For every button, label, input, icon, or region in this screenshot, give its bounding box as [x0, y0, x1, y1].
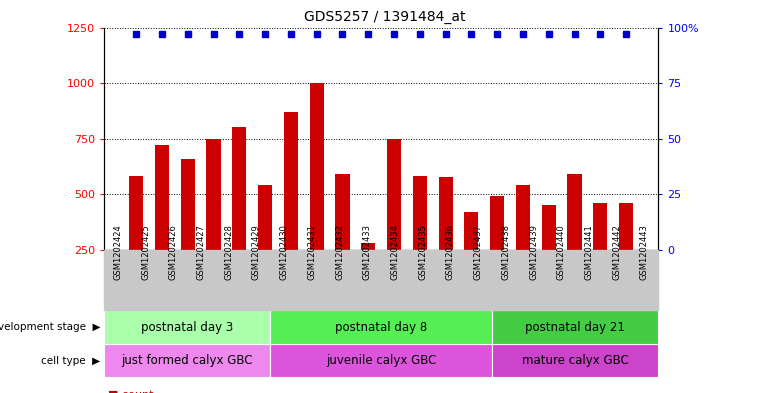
Bar [464, 212, 478, 305]
Text: GSM1202429: GSM1202429 [252, 224, 261, 280]
Text: GSM1202431: GSM1202431 [307, 224, 316, 280]
Bar [413, 176, 427, 305]
Text: ■ count: ■ count [108, 390, 153, 393]
Bar [233, 127, 246, 305]
Text: mature calyx GBC: mature calyx GBC [522, 354, 628, 367]
Text: just formed calyx GBC: just formed calyx GBC [122, 354, 253, 367]
Text: GSM1202430: GSM1202430 [280, 224, 289, 280]
Text: GSM1202432: GSM1202432 [335, 224, 344, 280]
Bar [206, 139, 221, 305]
Bar [387, 139, 401, 305]
Text: postnatal day 8: postnatal day 8 [335, 321, 427, 334]
Bar [361, 243, 375, 305]
Text: postnatal day 3: postnatal day 3 [141, 321, 233, 334]
Text: GDS5257 / 1391484_at: GDS5257 / 1391484_at [304, 10, 466, 24]
Bar [516, 185, 530, 305]
Text: GSM1202438: GSM1202438 [501, 224, 511, 280]
Bar [541, 205, 556, 305]
Bar [104, 344, 270, 377]
Text: GSM1202426: GSM1202426 [169, 224, 178, 280]
Bar [181, 158, 195, 305]
Bar [270, 344, 492, 377]
Bar [104, 310, 270, 344]
Text: GSM1202443: GSM1202443 [640, 224, 649, 280]
Text: GSM1202440: GSM1202440 [557, 224, 566, 280]
Text: GSM1202434: GSM1202434 [390, 224, 400, 280]
Bar [310, 83, 324, 305]
Bar [284, 112, 298, 305]
Text: GSM1202441: GSM1202441 [584, 224, 594, 280]
Text: GSM1202427: GSM1202427 [196, 224, 206, 280]
Bar [258, 185, 273, 305]
Bar [336, 174, 350, 305]
Bar [593, 203, 608, 305]
Text: GSM1202428: GSM1202428 [224, 224, 233, 280]
Bar [490, 196, 504, 305]
Text: GSM1202437: GSM1202437 [474, 224, 483, 280]
Text: GSM1202435: GSM1202435 [418, 224, 427, 280]
Bar [270, 310, 492, 344]
Text: GSM1202433: GSM1202433 [363, 224, 372, 280]
Bar [155, 145, 169, 305]
Bar [438, 177, 453, 305]
Bar [619, 203, 633, 305]
Text: GSM1202424: GSM1202424 [113, 224, 122, 280]
Bar [567, 174, 581, 305]
Text: GSM1202439: GSM1202439 [529, 224, 538, 280]
Text: juvenile calyx GBC: juvenile calyx GBC [326, 354, 437, 367]
Text: GSM1202442: GSM1202442 [612, 224, 621, 280]
Text: development stage  ▶: development stage ▶ [0, 322, 100, 332]
Bar [129, 176, 143, 305]
Bar [492, 344, 658, 377]
Text: cell type  ▶: cell type ▶ [41, 356, 100, 365]
Text: GSM1202425: GSM1202425 [141, 224, 150, 280]
Bar [492, 310, 658, 344]
Text: GSM1202436: GSM1202436 [446, 224, 455, 280]
Text: postnatal day 21: postnatal day 21 [525, 321, 625, 334]
